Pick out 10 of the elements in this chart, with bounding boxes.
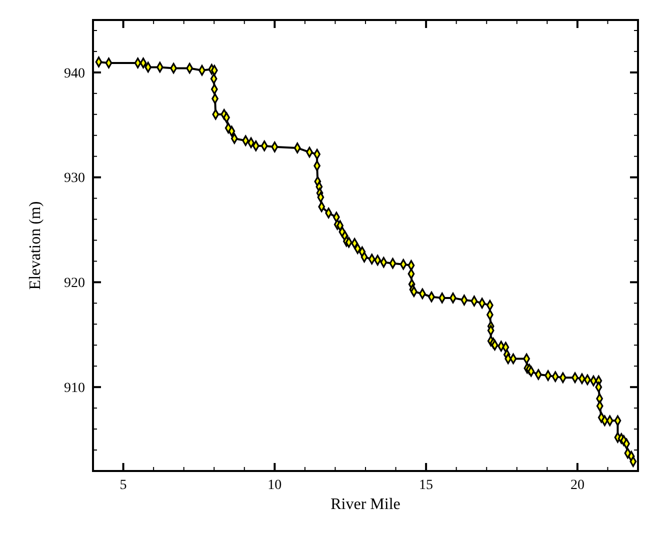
y-tick-label: 910	[64, 380, 85, 396]
x-tick-label: 20	[570, 478, 584, 493]
y-axis-title: Elevation (m)	[27, 201, 44, 290]
y-tick-label: 940	[64, 66, 85, 82]
x-tick-label: 15	[419, 478, 434, 493]
x-tick-label: 10	[268, 478, 282, 493]
x-tick-label: 5	[120, 478, 127, 493]
y-tick-label: 930	[64, 171, 85, 186]
x-axis-title: River Mile	[330, 496, 400, 513]
y-tick-label: 920	[64, 276, 85, 292]
